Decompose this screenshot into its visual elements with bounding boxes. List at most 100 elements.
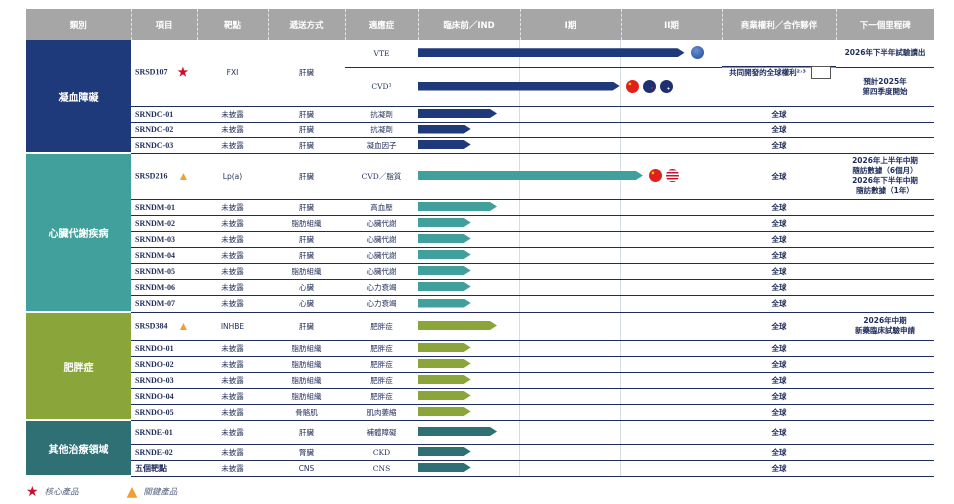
delivery-cell: 脂肪組織 — [268, 340, 345, 357]
project-name: SRNDE-01 — [135, 427, 173, 437]
project-name: SRNDO-03 — [135, 375, 174, 385]
progress-bar — [418, 48, 685, 57]
target-cell: 未披露 — [197, 420, 268, 445]
rights-cell: 全球 — [722, 279, 836, 296]
delivery-cell: 肝臟 — [268, 420, 345, 445]
table-row: 心臟代謝疾病 SRSD216 ▲ Lp(a) 肝臟 CVD／脂質 全球 2026年上半年中期 … — [26, 153, 934, 313]
rights-cell: 全球 — [722, 215, 836, 232]
milestone-cell — [836, 388, 934, 405]
indication-cell: 高血壓 — [345, 199, 418, 216]
progress-bar — [418, 299, 471, 308]
delivery-cell: CNS — [268, 460, 345, 477]
project-name: SRNDM-03 — [135, 234, 175, 244]
project-cell: SRNDC-03 — [131, 137, 197, 154]
australia-flag-icon — [659, 79, 673, 93]
rights-text: 共同開發的全球權利²˒³ — [727, 67, 808, 77]
indication-cell: 肥胖症 — [345, 372, 418, 389]
indication-cell: 心臟代謝 — [345, 215, 418, 232]
milestone-cell — [836, 420, 934, 445]
rights-text: 全球 — [771, 407, 787, 417]
delivery-cell: 脂肪組織 — [268, 215, 345, 232]
rights-cell: 共同開發的全球權利²˒³ — [722, 40, 836, 107]
pipeline-table: 類別 項目 靶點 遞送方式 適應症 臨床前／IND I期 II期 商業權利／合作夥伴 下一個里程碑… — [26, 9, 934, 477]
rights-text: 全球 — [771, 391, 787, 401]
rights-cell: 全球 — [722, 388, 836, 405]
star-icon: ★ — [177, 65, 189, 80]
star-icon: ★ — [26, 484, 39, 500]
target-cell: 未披露 — [197, 444, 268, 461]
progress-bar — [418, 266, 471, 275]
progress-bar — [418, 447, 471, 456]
region-flags — [648, 169, 679, 182]
indication-cell: 抗凝劑 — [345, 122, 418, 138]
rights-text: 全球 — [771, 266, 787, 276]
rights-text: 全球 — [771, 463, 787, 473]
indication-cell: CVD¹ — [345, 67, 418, 107]
milestone-cell: 2026年中期 新藥臨床試驗申請 — [836, 312, 934, 341]
indication-cell: 肌肉萎縮 — [345, 404, 418, 421]
indication-cell: 肥胖症 — [345, 340, 418, 357]
project-cell: SRNDE-01 — [131, 420, 197, 445]
indication-cell: VTE — [345, 40, 418, 68]
table-row: SRNDM-07 未披露 心臟 心力衰竭 全球 — [26, 295, 934, 313]
delivery-cell: 脂肪組織 — [268, 356, 345, 373]
indication-cell: 補體障礙 — [345, 420, 418, 445]
project-name: SRNDC-01 — [135, 109, 174, 119]
rights-cell: 全球 — [722, 106, 836, 123]
indication-cell: CKD — [345, 444, 418, 461]
project-cell: 五個靶點 — [131, 460, 197, 477]
rights-text: 全球 — [771, 171, 787, 181]
phase-progress-cell — [418, 199, 722, 216]
rights-cell: 全球 — [722, 231, 836, 248]
rights-text: 全球 — [771, 299, 787, 308]
project-name: SRNDE-02 — [135, 447, 173, 457]
target-cell: 未披露 — [197, 231, 268, 248]
phase-progress-cell — [418, 444, 722, 461]
indication-cell: 心臟代謝 — [345, 231, 418, 248]
progress-bar — [418, 250, 471, 259]
table-row: SRNDE-02 未披露 腎臟 CKD 全球 — [26, 444, 934, 461]
project-cell: SRNDC-01 — [131, 106, 197, 123]
rights-text: 全球 — [771, 282, 787, 292]
project-cell: SRNDM-04 — [131, 247, 197, 264]
legend: ★ 核心產品 ▲ 關鍵產品 — [26, 484, 177, 500]
project-name: SRNDM-05 — [135, 266, 175, 276]
triangle-icon: ▲ — [177, 168, 190, 183]
project-name: SRNDC-03 — [135, 140, 174, 150]
phase-progress-cell — [418, 137, 722, 154]
rights-cell: 全球 — [722, 356, 836, 373]
project-name: SRSD107 — [135, 67, 168, 77]
project-cell: SRSD216 ▲ — [131, 153, 197, 200]
rights-cell: 全球 — [722, 263, 836, 280]
target-cell: 未披露 — [197, 215, 268, 232]
target-cell: 未披露 — [197, 279, 268, 296]
phase-progress-cell — [418, 40, 722, 68]
milestone-cell — [836, 231, 934, 248]
phase-progress-cell — [418, 106, 722, 123]
rights-text: 全球 — [771, 234, 787, 244]
delivery-cell: 肝臟 — [268, 40, 345, 107]
project-cell: SRNDO-03 — [131, 372, 197, 389]
usa-flag-icon — [665, 169, 679, 182]
project-cell: SRNDM-05 — [131, 263, 197, 280]
rights-text: 全球 — [771, 218, 787, 228]
column-header: 項目 — [130, 9, 197, 40]
rights-text: 全球 — [771, 343, 787, 353]
delivery-cell: 脂肪組織 — [268, 372, 345, 389]
project-name: SRNDM-07 — [135, 299, 175, 308]
project-cell: SRNDO-01 — [131, 340, 197, 357]
rights-text: 全球 — [771, 109, 787, 119]
project-cell: SRNDC-02 — [131, 122, 197, 138]
china-flag-icon — [625, 79, 639, 93]
indication-cell: 抗凝劑 — [345, 106, 418, 123]
delivery-cell: 肝臟 — [268, 137, 345, 154]
progress-bar — [418, 375, 471, 384]
phase-progress-cell — [418, 340, 722, 357]
target-cell: FXI — [197, 40, 268, 107]
project-cell: SRNDO-04 — [131, 388, 197, 405]
phase-progress-cell — [418, 404, 722, 421]
table-row: SRNDM-03 未披露 肝臟 心臟代謝 全球 — [26, 231, 934, 248]
phase-progress-cell — [418, 215, 722, 232]
target-cell: INHBE — [197, 312, 268, 341]
project-name: SRSD216 — [135, 170, 168, 180]
